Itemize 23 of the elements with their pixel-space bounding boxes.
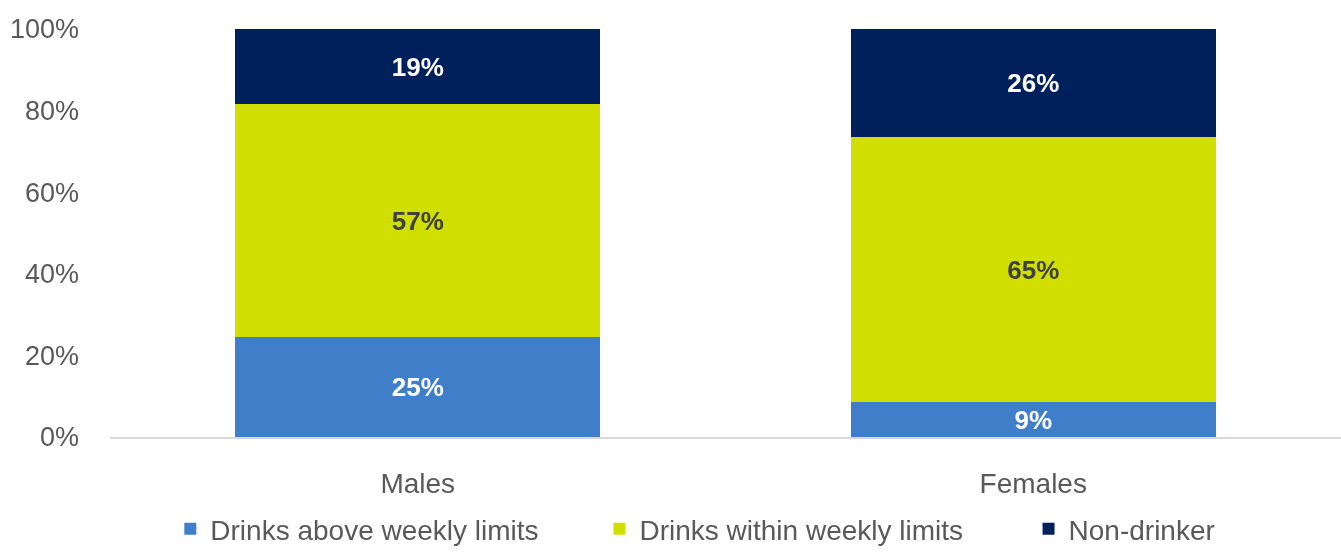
bar — [850, 136, 1216, 403]
bar — [235, 337, 601, 437]
data-label: 25% — [391, 372, 444, 403]
legend-label: Non-drinker — [1068, 514, 1215, 546]
x-tick-label: Males — [380, 467, 456, 499]
data-label: 9% — [1014, 404, 1053, 435]
legend-label: Drinks above weekly limits — [210, 514, 539, 546]
y-tick-label: 0% — [39, 422, 79, 453]
y-tick-label: 100% — [9, 14, 79, 45]
y-tick-label: 60% — [24, 177, 79, 208]
x-tick-label: Females — [979, 467, 1087, 499]
bar — [850, 29, 1216, 137]
bar — [850, 402, 1216, 437]
data-label: 26% — [1007, 67, 1060, 98]
y-tick-label: 40% — [24, 259, 79, 290]
data-label: 65% — [1007, 254, 1060, 285]
y-tick-label: 20% — [24, 340, 79, 371]
y-tick-label: 80% — [24, 96, 79, 127]
bar — [235, 29, 601, 105]
data-label: 57% — [391, 205, 444, 236]
data-label: 19% — [391, 51, 444, 82]
bar — [235, 104, 601, 338]
legend-label: Drinks within weekly limits — [639, 514, 964, 546]
